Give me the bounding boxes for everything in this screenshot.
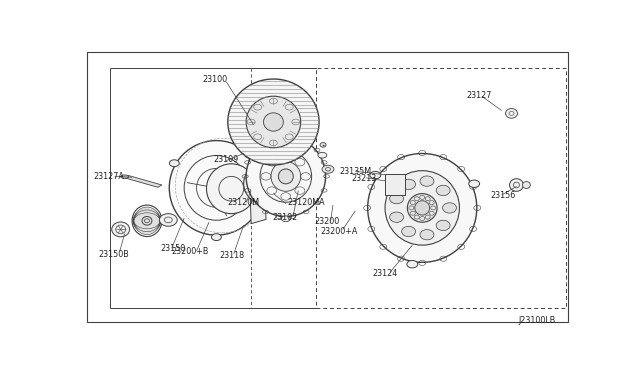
Text: 23109: 23109	[213, 155, 238, 164]
Ellipse shape	[245, 153, 254, 158]
Ellipse shape	[420, 230, 434, 240]
Ellipse shape	[246, 136, 326, 217]
Ellipse shape	[132, 205, 162, 237]
Ellipse shape	[322, 165, 334, 173]
Text: 23150: 23150	[161, 244, 186, 253]
Ellipse shape	[420, 176, 434, 186]
Ellipse shape	[402, 179, 415, 189]
Bar	[385, 173, 405, 195]
Ellipse shape	[207, 164, 256, 214]
Ellipse shape	[211, 234, 221, 241]
Text: 23124: 23124	[372, 269, 398, 278]
Ellipse shape	[248, 173, 266, 191]
Ellipse shape	[443, 203, 456, 213]
Text: 23150B: 23150B	[99, 250, 129, 259]
Text: 23135M: 23135M	[339, 167, 371, 176]
Bar	[316, 68, 566, 308]
Text: 23127: 23127	[466, 91, 492, 100]
Ellipse shape	[385, 171, 460, 245]
Text: 23200: 23200	[314, 217, 339, 226]
Ellipse shape	[264, 113, 284, 131]
Ellipse shape	[134, 207, 160, 235]
Text: 23118: 23118	[219, 251, 244, 260]
Text: 23200+B: 23200+B	[172, 247, 209, 256]
Ellipse shape	[468, 180, 479, 187]
Ellipse shape	[509, 179, 524, 191]
Ellipse shape	[271, 161, 301, 191]
Ellipse shape	[390, 212, 404, 222]
Text: 23102: 23102	[273, 212, 298, 222]
Ellipse shape	[244, 164, 284, 203]
Polygon shape	[249, 142, 266, 224]
Text: 23156: 23156	[491, 191, 516, 201]
Ellipse shape	[367, 154, 477, 262]
Ellipse shape	[415, 201, 429, 215]
Text: 23120M: 23120M	[228, 198, 260, 207]
Ellipse shape	[436, 185, 450, 196]
Ellipse shape	[436, 220, 450, 231]
Text: 23200+A: 23200+A	[321, 227, 358, 236]
Ellipse shape	[121, 175, 129, 179]
Ellipse shape	[506, 109, 518, 118]
Ellipse shape	[134, 210, 160, 232]
Text: J23100LB: J23100LB	[519, 316, 556, 325]
Ellipse shape	[320, 142, 326, 147]
Ellipse shape	[169, 141, 264, 235]
Ellipse shape	[253, 160, 264, 167]
Ellipse shape	[390, 193, 404, 204]
Ellipse shape	[278, 169, 293, 184]
Ellipse shape	[159, 214, 177, 226]
Text: 23100: 23100	[202, 75, 228, 84]
Ellipse shape	[370, 171, 381, 179]
Text: 23213: 23213	[352, 174, 377, 183]
Ellipse shape	[407, 260, 418, 268]
Text: 23120MA: 23120MA	[287, 198, 325, 207]
Ellipse shape	[170, 160, 179, 167]
Ellipse shape	[282, 216, 291, 222]
Ellipse shape	[134, 213, 160, 229]
Ellipse shape	[402, 226, 415, 237]
Ellipse shape	[112, 222, 130, 237]
Ellipse shape	[407, 193, 437, 222]
Ellipse shape	[207, 179, 225, 196]
Text: 23127A: 23127A	[93, 173, 124, 182]
Ellipse shape	[318, 153, 327, 158]
Ellipse shape	[246, 96, 301, 148]
Ellipse shape	[522, 182, 531, 189]
Ellipse shape	[228, 79, 319, 165]
Polygon shape	[125, 176, 162, 187]
